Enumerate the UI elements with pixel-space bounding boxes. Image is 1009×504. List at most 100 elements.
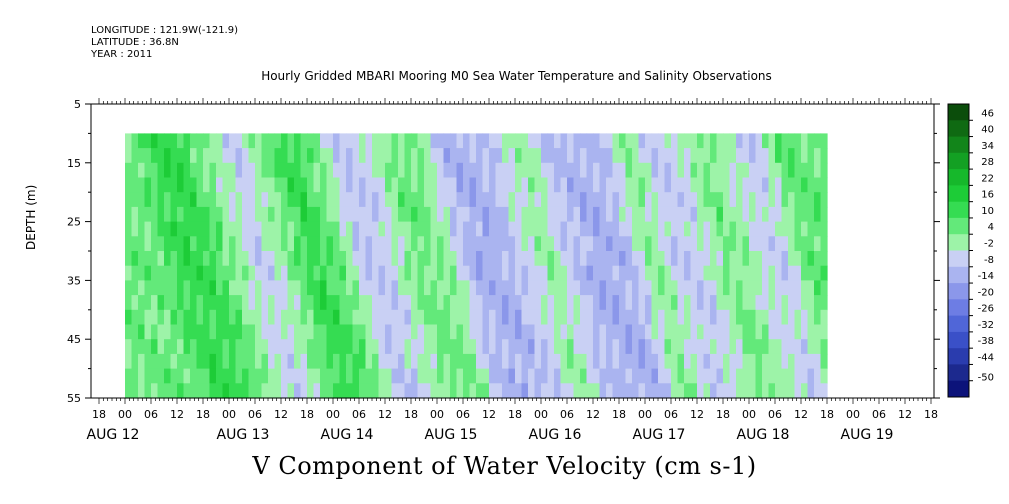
heatmap-cell — [138, 324, 146, 340]
heatmap-cell — [638, 162, 646, 179]
heatmap-cell — [684, 280, 692, 296]
heatmap-cell — [606, 206, 614, 223]
heatmap-cell — [502, 280, 510, 296]
heatmap-cell — [716, 295, 724, 311]
heatmap-cell — [502, 353, 510, 370]
heatmap-cell — [749, 206, 757, 223]
heatmap-cell — [378, 177, 386, 193]
heatmap-cell — [495, 295, 503, 311]
heatmap-cell — [651, 133, 659, 149]
heatmap-cell — [573, 162, 581, 179]
heatmap-cell — [385, 148, 393, 164]
heatmap-cell — [404, 280, 412, 296]
heatmap-cell — [294, 206, 302, 223]
heatmap-cell — [541, 206, 549, 223]
heatmap-cell — [781, 236, 789, 252]
heatmap-cell — [788, 192, 796, 208]
heatmap-cell — [775, 309, 783, 326]
heatmap-cell — [762, 353, 770, 370]
heatmap-cell — [268, 177, 276, 193]
heatmap-cell — [482, 177, 490, 193]
heatmap-cell — [814, 192, 822, 208]
heatmap-cell — [729, 206, 737, 223]
heatmap-cell — [255, 295, 263, 311]
heatmap-cell — [612, 353, 620, 370]
heatmap-cell — [606, 339, 614, 355]
heatmap-cell — [716, 383, 724, 399]
heatmap-cell — [125, 251, 133, 267]
heatmap-cell — [346, 265, 354, 281]
heatmap-cell — [268, 339, 276, 355]
heatmap-cell — [586, 339, 594, 355]
heatmap-cell — [807, 148, 815, 164]
heatmap-cell — [430, 133, 438, 149]
heatmap-cell — [255, 353, 263, 370]
heatmap-cell — [599, 339, 607, 355]
heatmap-cell — [710, 368, 718, 384]
heatmap-cell — [443, 251, 451, 267]
heatmap-cell — [222, 324, 230, 340]
heatmap-cell — [339, 177, 347, 193]
heatmap-cell — [515, 383, 523, 399]
heatmap-cell — [281, 383, 289, 399]
heatmap-cell — [619, 353, 627, 370]
heatmap-cell — [638, 295, 646, 311]
heatmap-cell — [170, 339, 178, 355]
heatmap-cell — [274, 133, 282, 149]
heatmap-cell — [209, 368, 217, 384]
heatmap-cell — [677, 324, 685, 340]
x-tick-label: 18 — [196, 408, 210, 421]
heatmap-cell — [658, 280, 666, 296]
heatmap-cell — [359, 162, 367, 179]
heatmap-cell — [469, 177, 477, 193]
heatmap-cell — [781, 353, 789, 370]
heatmap-cell — [820, 353, 828, 370]
heatmap-cell — [313, 133, 321, 149]
heatmap-cell — [495, 368, 503, 384]
heatmap-cell — [398, 251, 406, 267]
heatmap-cell — [209, 324, 217, 340]
heatmap-cell — [190, 339, 198, 355]
heatmap-cell — [664, 368, 672, 384]
heatmap-cell — [164, 221, 172, 237]
x-tick-label: 12 — [898, 408, 912, 421]
heatmap-cell — [339, 133, 347, 149]
heatmap-cell — [131, 295, 139, 311]
heatmap-cell — [417, 177, 425, 193]
heatmap-cell — [391, 162, 399, 179]
heatmap-cell — [612, 221, 620, 237]
heatmap-cell — [157, 280, 165, 296]
heatmap-cell — [391, 309, 399, 326]
heatmap-cell — [144, 353, 152, 370]
heatmap-cell — [625, 221, 633, 237]
heatmap-cell — [170, 353, 178, 370]
heatmap-cell — [820, 133, 828, 149]
heatmap-cell — [469, 280, 477, 296]
colorbar-swatch — [948, 201, 969, 219]
heatmap-cell — [242, 192, 250, 208]
heatmap-cell — [326, 236, 334, 252]
heatmap-cell — [287, 206, 295, 223]
heatmap-cell — [788, 221, 796, 237]
heatmap-cell — [164, 162, 172, 179]
heatmap-cell — [755, 309, 763, 326]
heatmap-cell — [794, 251, 802, 267]
heatmap-cell — [359, 148, 367, 164]
heatmap-cell — [515, 221, 523, 237]
heatmap-cell — [619, 251, 627, 267]
heatmap-cell — [131, 265, 139, 281]
heatmap-cell — [788, 280, 796, 296]
heatmap-cell — [508, 148, 516, 164]
heatmap-cell — [476, 324, 484, 340]
heatmap-cell — [528, 206, 536, 223]
heatmap-cell — [417, 148, 425, 164]
heatmap-cell — [612, 133, 620, 149]
heatmap-cell — [768, 265, 776, 281]
heatmap-cell — [476, 339, 484, 355]
heatmap-cell — [352, 339, 360, 355]
heatmap-cell — [313, 192, 321, 208]
heatmap-cell — [411, 280, 419, 296]
heatmap-cell — [534, 309, 542, 326]
heatmap-cell — [489, 353, 497, 370]
heatmap-cell — [807, 265, 815, 281]
